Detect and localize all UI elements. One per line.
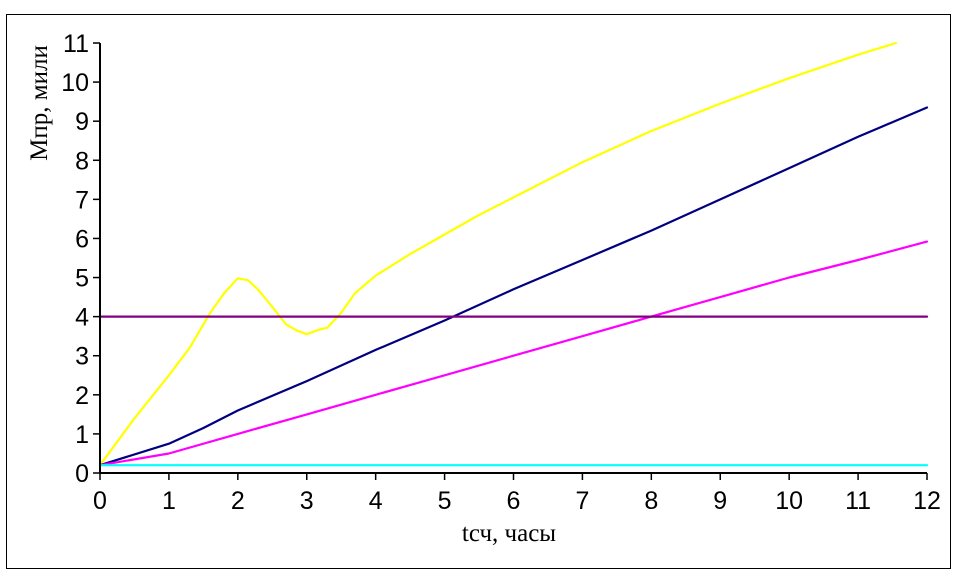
x-tick-label: 6 [507,487,521,515]
y-tick-label: 3 [75,343,89,371]
series-line-3 [98,240,929,467]
x-tick-label: 5 [438,487,452,515]
series-line-1 [98,41,898,467]
y-tick-label: 10 [61,69,89,97]
x-tick-label: 12 [913,487,941,515]
x-tick-label: 1 [162,487,176,515]
axes-layer [99,43,927,474]
y-tick-label: 9 [75,108,89,136]
y-tick-label: 7 [75,186,89,214]
x-tick-label: 11 [845,487,871,515]
x-tick-label: 7 [575,487,589,515]
y-tick-label: 1 [75,421,89,449]
series-line-2 [98,106,929,467]
x-axis-title: tсч, часы [462,520,556,547]
y-tick-label: 2 [75,382,89,410]
y-axis-title: Мпр, мили [26,45,53,161]
x-tick-label: 9 [713,487,727,515]
y-tick-label: 4 [75,304,89,332]
x-tick-label: 2 [231,487,245,515]
chart-frame [6,14,951,569]
y-tick-label: 11 [63,30,89,58]
x-tick-label: 10 [775,487,803,515]
series-layer [98,41,929,467]
y-tick-label: 5 [75,265,89,293]
x-tick-label: 8 [644,487,658,515]
y-tick-label: 0 [75,460,89,488]
y-tick-label: 8 [75,147,89,175]
x-tick-label: 0 [93,487,107,515]
x-tick-label: 4 [369,487,383,515]
y-tick-label: 6 [75,225,89,253]
x-tick-label: 3 [300,487,314,515]
